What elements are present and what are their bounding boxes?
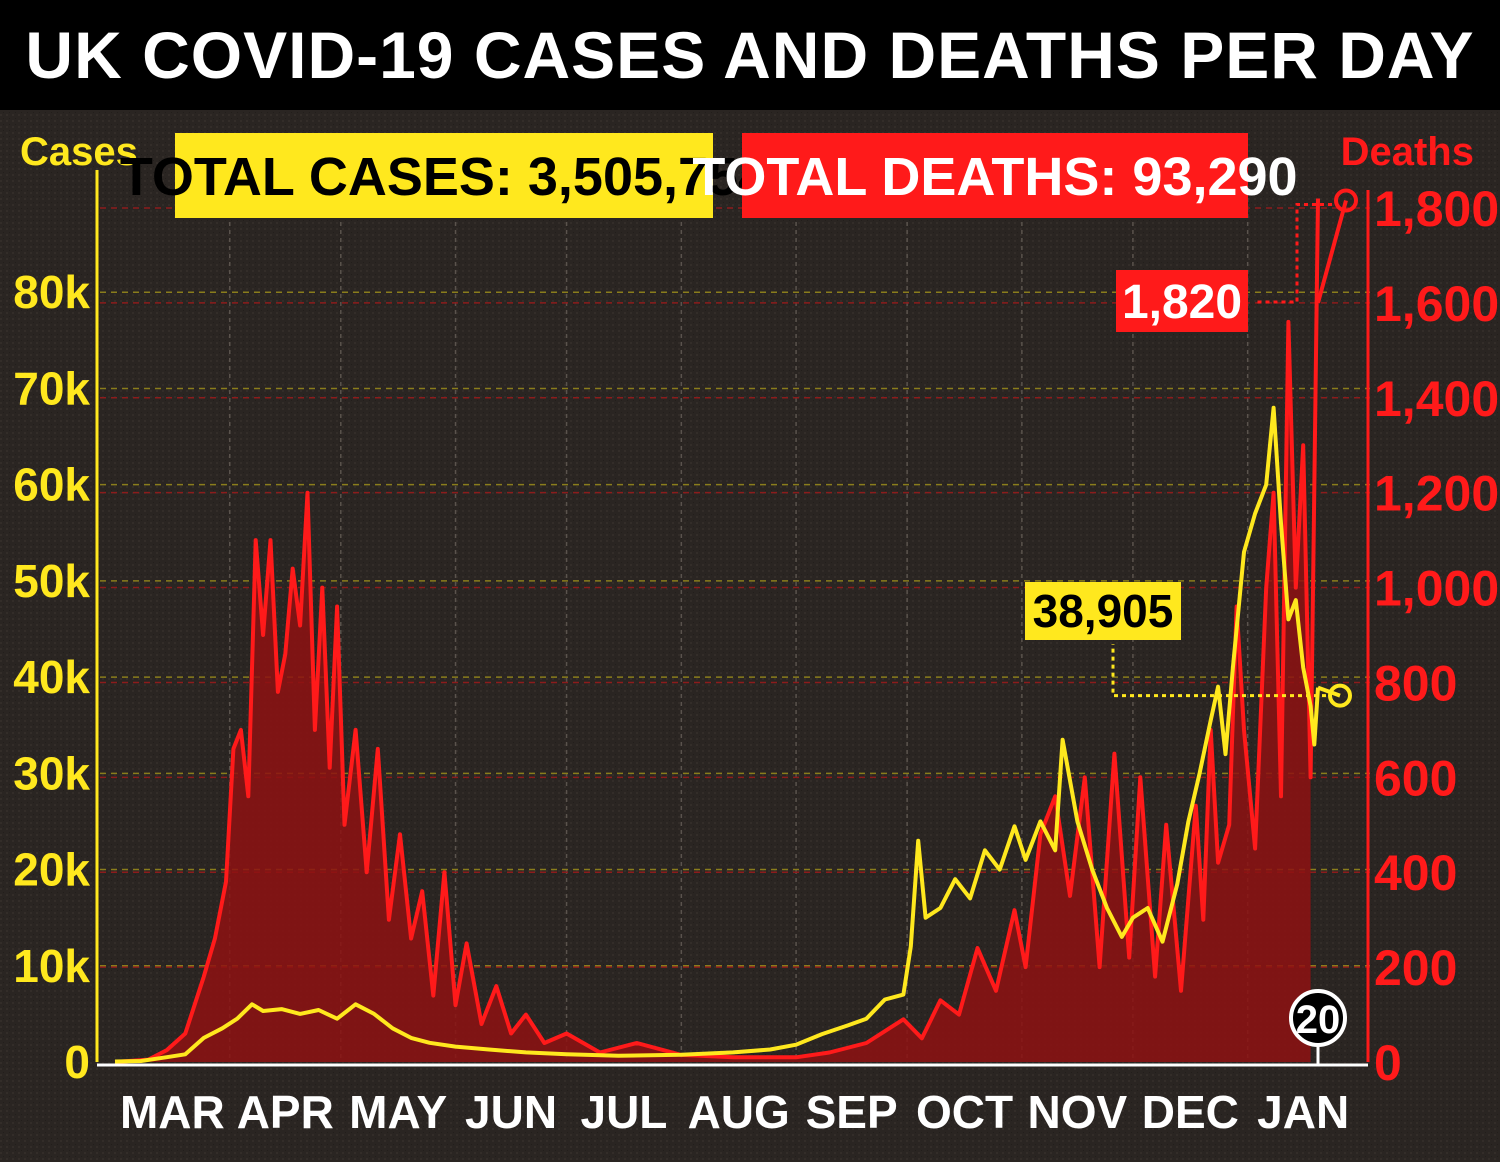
cases-tick-label: 0 [64, 1036, 90, 1088]
cases-tick-label: 80k [13, 266, 90, 318]
deaths-tick-label: 1,400 [1374, 371, 1499, 427]
cases-tick-label: 20k [13, 844, 90, 896]
total-deaths-box-bg [742, 133, 1248, 218]
month-label: MAR [120, 1086, 225, 1138]
month-label: SEP [806, 1086, 898, 1138]
deaths-tick-label: 0 [1374, 1035, 1402, 1091]
cases-tick-label: 30k [13, 747, 90, 799]
deaths-tick-label: 200 [1374, 940, 1457, 996]
month-label: APR [237, 1086, 334, 1138]
deaths-layer [114, 198, 1320, 1064]
deaths-callout-bg [1116, 270, 1248, 332]
deaths-tick-label: 600 [1374, 750, 1457, 806]
month-label: DEC [1142, 1086, 1239, 1138]
month-label: AUG [688, 1086, 790, 1138]
deaths-callout-label: 1,820 [1122, 276, 1242, 329]
cases-tick-label: 10k [13, 940, 90, 992]
deaths-end-marker [1334, 188, 1358, 213]
total-cases-box-bg [175, 133, 713, 218]
cases-layer [114, 405, 1320, 1064]
deaths-tick-label: 1,000 [1374, 561, 1499, 617]
total-deaths-label: TOTAL DEATHS: 93,290 [692, 147, 1297, 207]
day-marker-circle [1289, 989, 1347, 1047]
month-label: JUL [581, 1086, 668, 1138]
day-marker-label: 20 [1296, 998, 1341, 1042]
total-cases-box: TOTAL CASES: 3,505,754 [120, 133, 768, 218]
cases-tick-label: 70k [13, 362, 90, 414]
deaths-tick-label: 1,800 [1374, 181, 1499, 237]
deaths-tick-label: 1,600 [1374, 276, 1499, 332]
deaths-tick-label: 1,200 [1374, 466, 1499, 522]
month-label: NOV [1028, 1086, 1128, 1138]
month-label: JUN [465, 1086, 557, 1138]
axis-layer: Cases Deaths 0 10k 20k 30k 40k 50k 60k 70k 80k 0 200… [13, 130, 1499, 1138]
deaths-end-connector [1316, 199, 1348, 304]
month-label: JAN [1257, 1086, 1349, 1138]
cases-end-marker [1328, 683, 1352, 708]
total-cases-label: TOTAL CASES: 3,505,754 [120, 147, 768, 207]
cases-axis-title: Cases [20, 130, 138, 174]
title-bar: UK COVID-19 CASES AND DEATHS PER DAY [0, 0, 1500, 110]
deaths-axis-title: Deaths [1341, 130, 1474, 174]
deaths-tick-label: 400 [1374, 845, 1457, 901]
deaths-line [114, 198, 1320, 1064]
total-deaths-box: TOTAL DEATHS: 93,290 [692, 133, 1298, 218]
deaths-area [115, 321, 1311, 1062]
cases-tick-label: 60k [13, 459, 90, 511]
cases-tick-label: 40k [13, 651, 90, 703]
deaths-tick-label: 800 [1374, 655, 1457, 711]
cases-line [114, 405, 1320, 1064]
month-label: OCT [916, 1086, 1013, 1138]
cases-callout-label: 38,905 [1033, 585, 1174, 637]
cases-callout-bg [1025, 582, 1181, 640]
cases-tick-label: 50k [13, 555, 90, 607]
deaths-leader-line [1254, 203, 1332, 304]
month-label: MAY [349, 1086, 447, 1138]
chart-title: UK COVID-19 CASES AND DEATHS PER DAY [25, 18, 1475, 92]
